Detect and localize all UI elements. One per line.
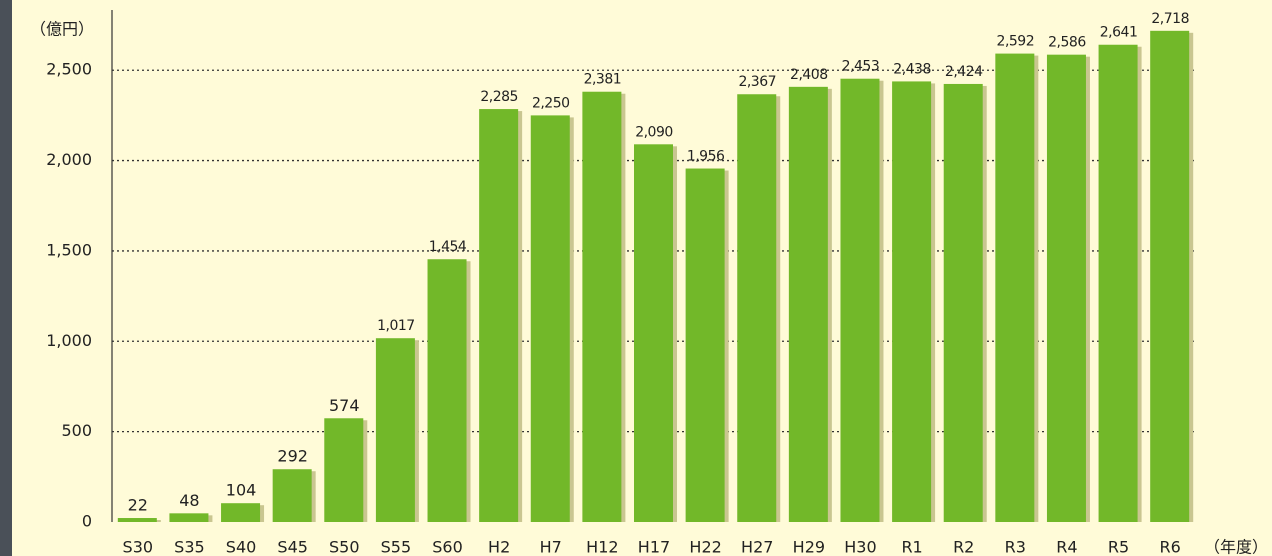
- y-axis-label: （億円）: [30, 20, 94, 39]
- bar: [324, 418, 363, 522]
- bar: [428, 259, 467, 522]
- x-axis-label: （年度）: [1204, 538, 1268, 556]
- bar: [686, 169, 725, 522]
- x-tick-label: H22: [689, 538, 721, 556]
- bar: [944, 84, 983, 522]
- bar: [1099, 45, 1138, 522]
- bar: [169, 513, 208, 522]
- x-tick-label: R1: [901, 538, 922, 556]
- bar: [995, 54, 1034, 522]
- x-tick-label: S55: [381, 538, 412, 556]
- y-tick-label: 1,500: [46, 240, 92, 259]
- x-tick-label: R3: [1005, 538, 1026, 556]
- value-label: 1,956: [687, 149, 725, 165]
- x-tick-label: S45: [277, 538, 308, 556]
- value-label: 1,454: [429, 239, 467, 255]
- x-tick-label: S30: [123, 538, 154, 556]
- value-label: 2,090: [635, 124, 673, 140]
- x-tick-label: R5: [1108, 538, 1129, 556]
- x-tick-label: H27: [741, 538, 773, 556]
- y-tick-label: 2,500: [46, 60, 92, 79]
- bar: [221, 503, 260, 522]
- x-tick-label: H12: [586, 538, 618, 556]
- bar: [376, 338, 415, 522]
- y-tick-label: 1,000: [46, 331, 92, 350]
- bar: [789, 87, 828, 522]
- x-tick-label: H2: [488, 538, 510, 556]
- x-tick-label: H7: [540, 538, 562, 556]
- value-label: 2,453: [842, 59, 880, 75]
- bar: [479, 109, 518, 522]
- bar: [531, 115, 570, 522]
- bar: [273, 469, 312, 522]
- bar: [840, 79, 879, 522]
- x-tick-label: H30: [844, 538, 876, 556]
- value-label: 104: [226, 481, 257, 500]
- value-label: 1,017: [377, 318, 415, 334]
- y-tick-label: 2,000: [46, 150, 92, 169]
- value-label: 2,592: [997, 34, 1035, 50]
- value-label: 2,250: [532, 95, 570, 111]
- x-tick-label: R4: [1056, 538, 1077, 556]
- x-tick-label: S35: [174, 538, 205, 556]
- value-label: 2,718: [1151, 11, 1189, 27]
- value-label: 48: [179, 491, 199, 510]
- chart: （億円） （年度） 0 500 1,000 1,500 2,000 2,500 S30 22 S…: [0, 0, 1272, 556]
- bar: [118, 518, 157, 522]
- x-tick-label: R2: [953, 538, 974, 556]
- value-label: 2,381: [584, 72, 622, 88]
- value-label: 2,408: [790, 67, 828, 83]
- x-tick-label: H29: [793, 538, 825, 556]
- photo-edge: [0, 0, 12, 556]
- value-label: 2,285: [480, 89, 518, 105]
- bar: [892, 81, 931, 522]
- x-tick-label: S40: [226, 538, 257, 556]
- y-tick-label: 500: [61, 421, 92, 440]
- value-label: 22: [128, 496, 148, 515]
- value-label: 2,424: [945, 64, 983, 80]
- value-label: 574: [329, 396, 360, 415]
- value-label: 292: [277, 447, 308, 466]
- value-label: 2,367: [738, 74, 776, 90]
- value-label: 2,438: [893, 61, 931, 77]
- bar: [1150, 31, 1189, 522]
- y-tick-label: 0: [82, 512, 92, 531]
- x-tick-label: R6: [1160, 538, 1181, 556]
- value-label: 2,641: [1100, 25, 1138, 41]
- x-tick-label: H17: [638, 538, 670, 556]
- bar: [737, 94, 776, 522]
- x-tick-label: S60: [432, 538, 463, 556]
- value-label: 2,586: [1048, 35, 1086, 51]
- bar: [582, 92, 621, 522]
- bar: [634, 144, 673, 522]
- bar: [1047, 55, 1086, 522]
- x-tick-label: S50: [329, 538, 360, 556]
